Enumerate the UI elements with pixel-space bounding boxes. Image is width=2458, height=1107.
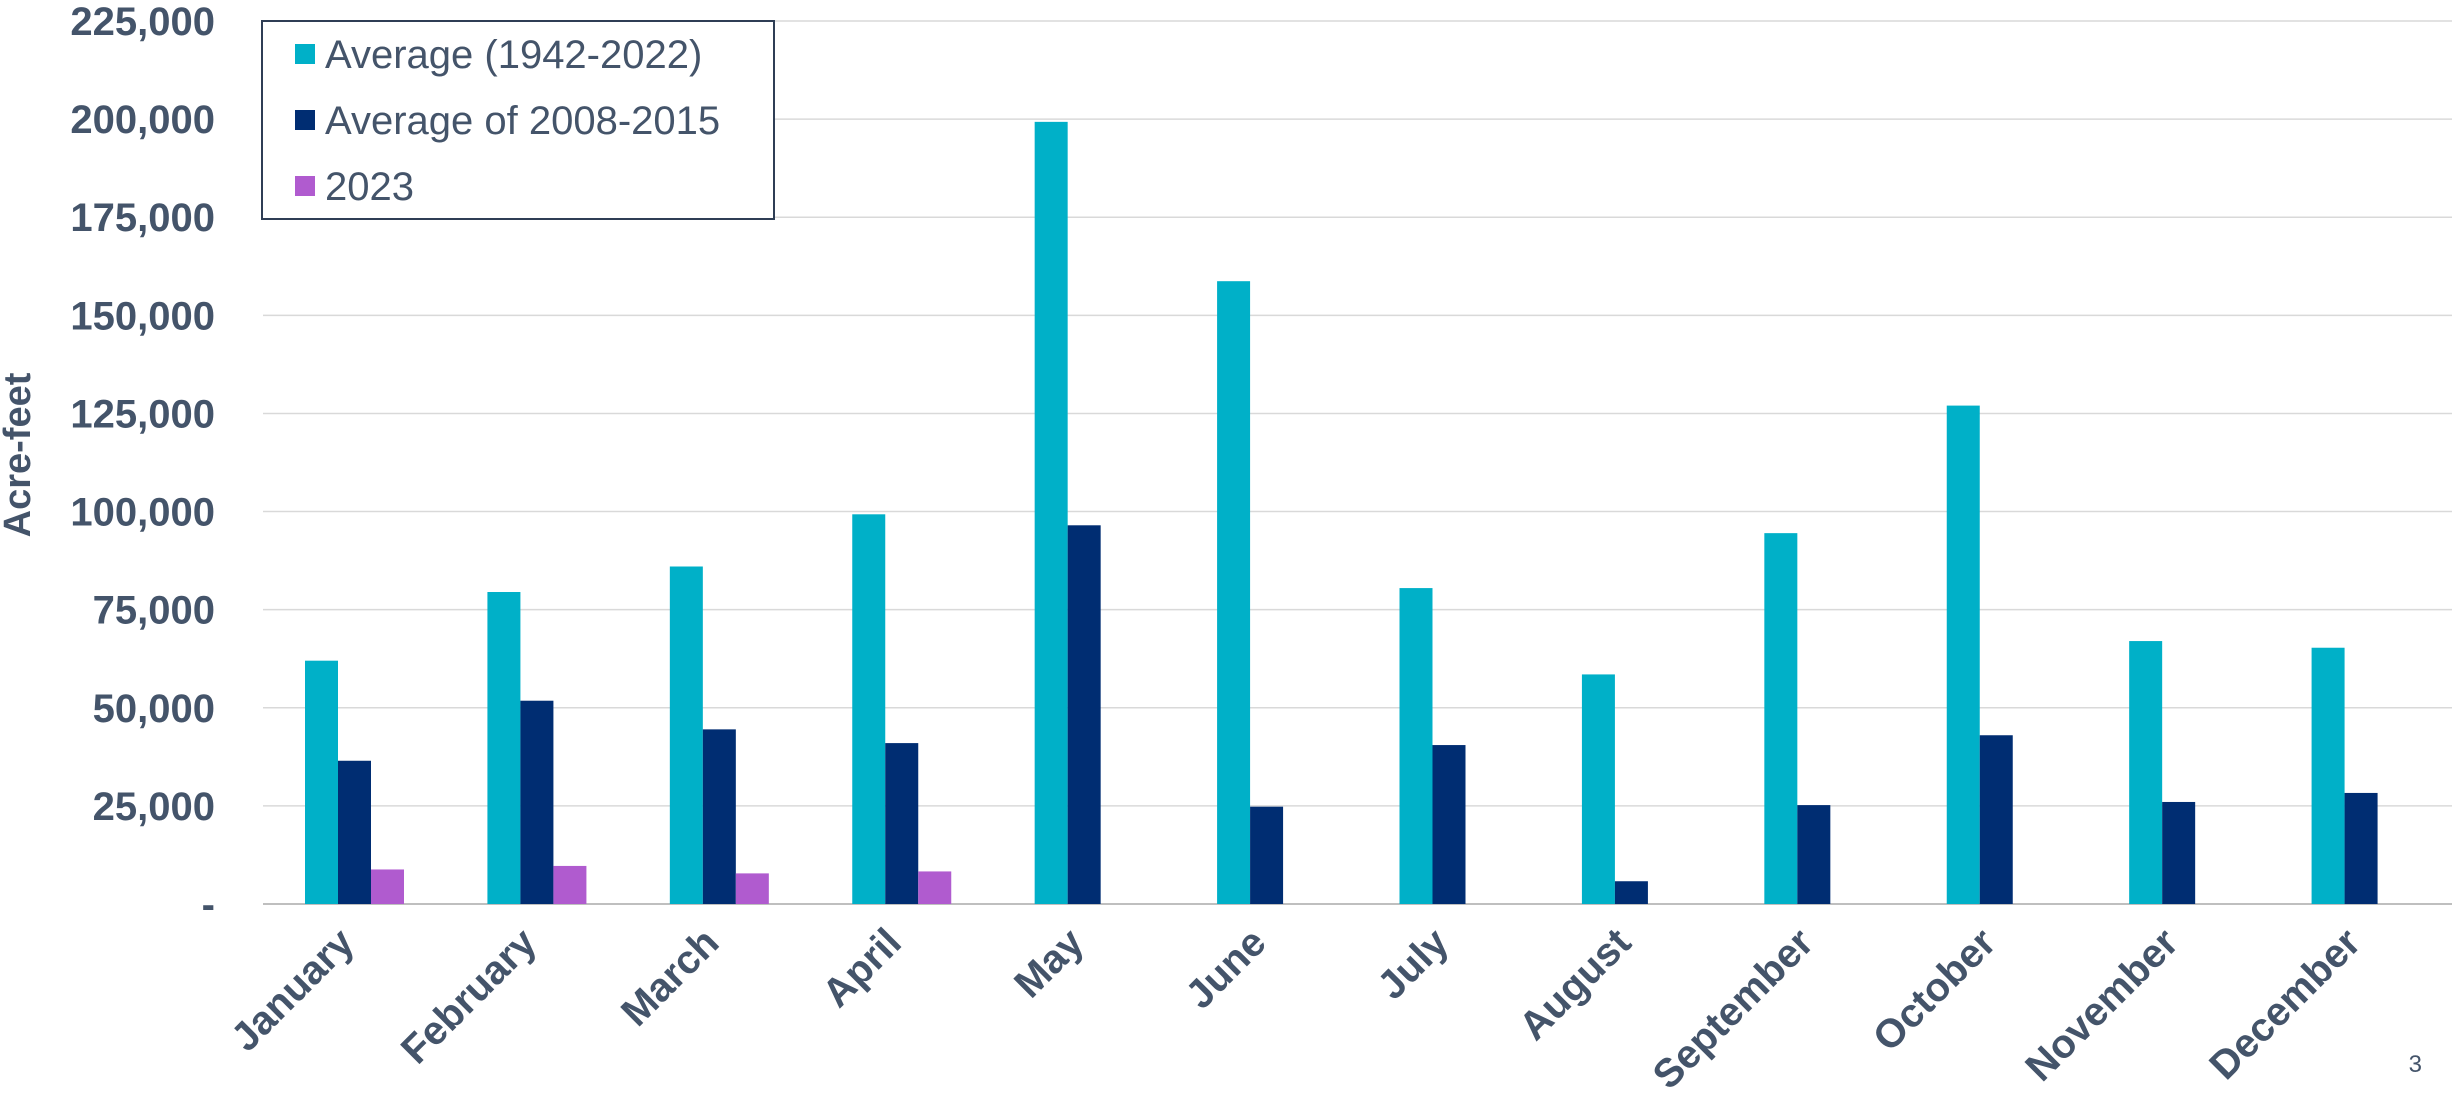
x-tick-label: April [814,920,910,1016]
x-tick-label: November [2017,920,2186,1089]
bar [735,873,769,904]
y-tick-label: 150,000 [70,294,215,338]
bar [1034,121,1068,905]
legend-swatch [295,176,315,196]
y-tick-label: 75,000 [93,589,215,633]
x-tick-label: February [393,920,546,1073]
bar [1067,525,1101,904]
bar [702,729,736,904]
y-tick-label: 25,000 [93,785,215,829]
y-tick-label: - [202,883,215,927]
x-tick-label: September [1645,920,1822,1097]
y-tick-label: 225,000 [70,0,215,44]
gridlines [263,20,2452,905]
x-tick-label: October [1865,920,2005,1060]
bar [1581,674,1615,904]
bar [2311,647,2345,904]
bar [487,592,521,904]
x-tick-label: January [223,920,363,1060]
y-tick-label: 100,000 [70,491,215,535]
legend-label: 2023 [325,165,414,209]
legend-swatch [295,110,315,130]
bar [305,660,338,904]
bar [371,869,404,904]
bar [852,514,886,904]
bar [1217,281,1251,904]
legend-label: Average of 2008-2015 [325,99,720,143]
bar [2344,792,2378,904]
bar [338,760,371,904]
y-axis-ticks: - 25,000 50,000 75,000 100,000 125,000 150,000… [70,0,215,927]
y-tick-label: 125,000 [70,392,215,436]
bar [553,865,587,904]
page-number: 3 [2408,1051,2422,1078]
bar [918,871,952,904]
legend-box [261,20,775,220]
bar-series [305,121,2378,905]
bar [1946,405,1980,904]
y-tick-label: 200,000 [70,98,215,142]
bar [2162,801,2196,904]
bar [1399,588,1433,904]
bar [885,743,919,904]
legend-label: Average (1942-2022) [325,33,702,77]
bar [1979,735,2013,904]
bar [1614,881,1648,904]
x-tick-label: December [2201,920,2369,1088]
bar [1250,806,1284,904]
x-tick-label: July [1369,920,1457,1008]
bar [1432,745,1466,904]
x-tick-label: May [1006,920,1093,1007]
y-tick-label: 175,000 [70,196,215,240]
legend: Average (1942-2022) Average of 2008-2015 2… [261,20,775,220]
y-axis-label: Acre-feet [0,372,39,537]
y-tick-label: 50,000 [93,687,215,731]
legend-swatch [295,44,315,64]
bar [669,566,703,904]
bar [520,700,554,904]
bar [1764,533,1798,904]
bar [1797,805,1831,904]
x-tick-label: March [613,920,727,1034]
x-tick-label: June [1178,920,1275,1017]
x-axis-ticks: January February March April May June July Augu… [223,920,2369,1098]
x-tick-label: August [1511,920,1640,1049]
bar [2129,641,2163,904]
